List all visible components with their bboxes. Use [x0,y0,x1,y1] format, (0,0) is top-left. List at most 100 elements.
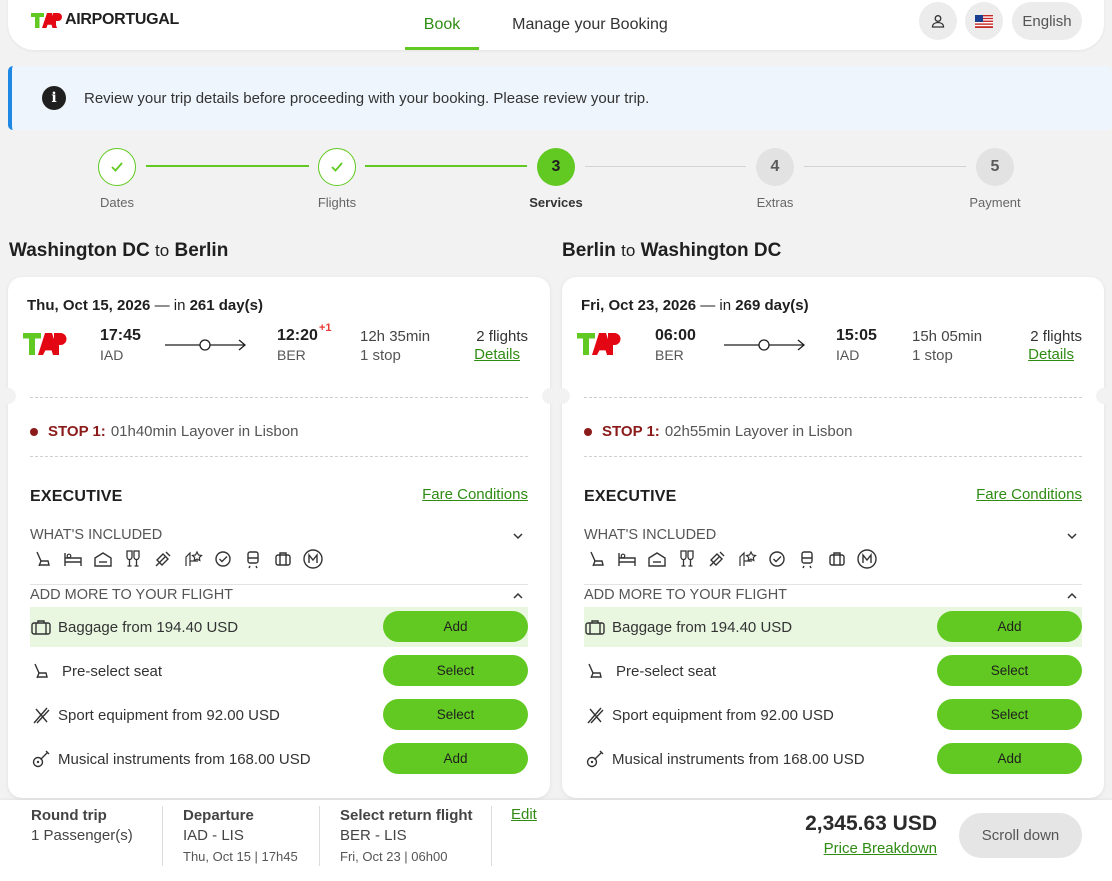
step-number: 3 [537,148,575,186]
add-more-heading: ADD MORE TO YOUR FLIGHT [584,587,788,603]
add-musical-instruments-button[interactable]: Add [937,743,1082,774]
step-flights[interactable]: Flights [277,148,397,210]
edit-link[interactable]: Edit [511,806,537,823]
divider [491,806,492,866]
country-button[interactable] [965,2,1003,40]
step-complete-indicator [318,148,356,186]
sport-equipment-icon [30,704,52,726]
return-title: Select return flight [340,807,473,824]
layover-info: STOP 1: 01h40min Layover in Lisbon [30,423,298,440]
whats-included-heading: WHAT'S INCLUDED [584,527,717,543]
select-seat-button[interactable]: Select [937,655,1082,686]
stop-count: 1 stop [360,347,401,364]
step-connector [804,166,966,167]
account-button[interactable] [919,2,957,40]
price-breakdown-link[interactable]: Price Breakdown [823,840,937,857]
card-notch [0,388,16,404]
details-link[interactable]: Details [1028,346,1074,363]
departure-time: 17:45 [100,327,141,344]
service-label: Sport equipment from 92.00 USD [58,706,280,724]
step-dates[interactable]: Dates [57,148,177,210]
select-sport-equipment-button[interactable]: Select [383,699,528,730]
add-more-toggle[interactable]: ADD MORE TO YOUR FLIGHT [584,587,1082,607]
step-payment: 5 Payment [935,148,1055,210]
miles-badge-icon [210,547,236,571]
miles-badge-icon [764,547,790,571]
service-musical-instruments: Musical instruments from 168.00 USD Add [30,739,528,779]
stop-dot-icon [584,427,592,436]
metro-icon [300,547,326,571]
suitcase-icon [270,547,296,571]
total-price: 2,345.63 USD [805,812,937,835]
select-seat-button[interactable]: Select [383,655,528,686]
stop-dot-icon [30,427,38,436]
departure-summary: Departure IAD - LIS Thu, Oct 15 | 17h45 [183,807,298,864]
return-summary: Select return flight BER - LIS Fri, Oct … [340,807,473,864]
trip-type: Round trip [31,807,107,824]
step-number: 5 [976,148,1014,186]
guitar-icon [584,748,606,770]
info-icon: i [42,86,66,110]
add-baggage-button[interactable]: Add [383,611,528,642]
drinks-icon [674,547,700,571]
details-link[interactable]: Details [474,346,520,363]
service-label: Sport equipment from 92.00 USD [612,706,834,724]
to-word: to [155,241,170,260]
outbound-route-title: Washington DC to Berlin [9,240,228,262]
lounge-icon [644,547,670,571]
chevron-up-icon [1067,592,1077,599]
logo-text: AIRPORTUGAL [65,11,180,28]
tap-logo-icon [31,13,62,28]
inbound-route-title: Berlin to Washington DC [562,240,781,262]
flight-duration: 12h 35min [360,328,431,345]
scroll-down-button[interactable]: Scroll down [959,813,1082,858]
days-prefix: — in [700,297,732,314]
metro-icon [854,547,880,571]
divider [162,806,163,866]
baggage-tag-icon [704,547,730,571]
service-label: Baggage from 194.40 USD [58,618,239,636]
flight-date: Fri, Oct 23, 2026 [581,297,697,314]
fare-conditions-link[interactable]: Fare Conditions [976,486,1082,503]
layover-text: 02h55min Layover in Lisbon [664,423,853,440]
departure-title: Departure [183,807,254,824]
flight-count: 2 flights [1030,328,1082,345]
step-label: Flights [317,195,357,210]
chevron-down-icon [1067,533,1077,540]
language-button[interactable]: English [1012,2,1082,40]
tap-airline-logo-icon [577,333,621,355]
tap-airline-logo-icon [23,333,67,355]
divider [584,456,1082,457]
whats-included-toggle[interactable]: WHAT'S INCLUDED [584,527,1082,547]
whats-included-toggle[interactable]: WHAT'S INCLUDED [30,527,528,547]
service-sport-equipment: Sport equipment from 92.00 USD Select [584,695,1082,735]
cabin-class: EXECUTIVE [584,488,677,505]
service-label: Baggage from 194.40 USD [612,618,793,636]
add-more-toggle[interactable]: ADD MORE TO YOUR FLIGHT [30,587,528,607]
nav-tab-book[interactable]: Book [405,0,479,50]
info-banner: i Review your trip details before procee… [8,66,1112,130]
nav-tab-manage-booking[interactable]: Manage your Booking [512,16,668,33]
drinks-icon [120,547,146,571]
days-until: 269 day(s) [735,297,809,314]
step-label: Payment [969,195,1021,210]
check-icon [331,162,343,172]
step-extras: 4 Extras [715,148,835,210]
service-sport-equipment: Sport equipment from 92.00 USD Select [30,695,528,735]
seat-icon [584,660,606,682]
add-baggage-button[interactable]: Add [937,611,1082,642]
priority-boarding-icon [734,547,760,571]
sport-equipment-icon [584,704,606,726]
step-label: Extras [756,195,794,210]
fare-conditions-link[interactable]: Fare Conditions [422,486,528,503]
tap-air-portugal-logo[interactable]: AIRPORTUGAL [30,10,179,30]
add-musical-instruments-button[interactable]: Add [383,743,528,774]
route-arrow-icon [724,339,806,351]
priority-boarding-icon [180,547,206,571]
step-services: 3 Services [496,148,616,210]
select-sport-equipment-button[interactable]: Select [937,699,1082,730]
baggage-tag-icon [150,547,176,571]
return-datetime: Fri, Oct 23 | 06h00 [340,849,448,864]
stop-label: STOP 1: [602,423,660,440]
booking-summary-footer: Round trip 1 Passenger(s) Departure IAD … [0,800,1112,881]
